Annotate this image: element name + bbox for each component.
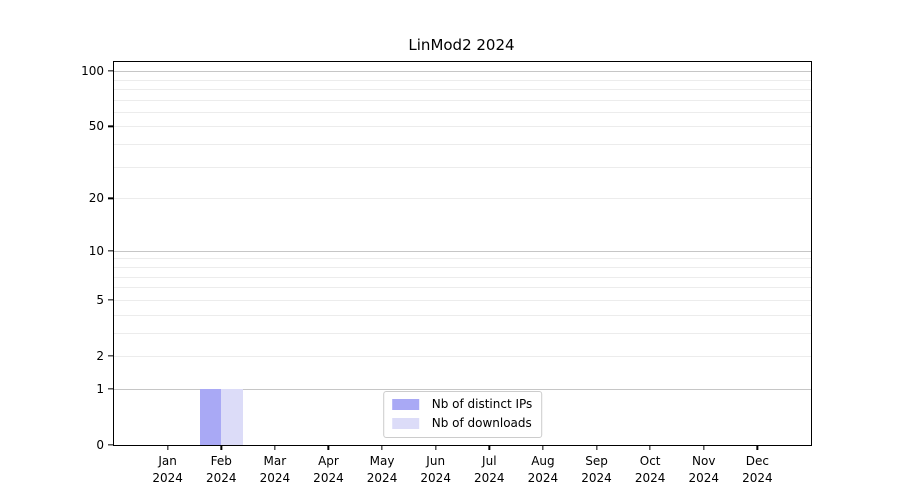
y-axis-tick — [108, 197, 113, 199]
y-gridline — [114, 126, 811, 128]
y-gridline — [114, 299, 811, 301]
x-axis-tick — [649, 445, 651, 450]
y-gridline-minor — [114, 144, 811, 146]
y-gridline-minor — [114, 166, 811, 168]
legend-label-distinct-ips: Nb of distinct IPs — [431, 397, 533, 411]
y-gridline-minor — [114, 276, 811, 278]
legend-label-downloads: Nb of downloads — [431, 416, 532, 430]
x-tick-label: May 2024 — [366, 454, 398, 485]
y-tick-label: 5 — [96, 292, 104, 307]
y-gridline-minor — [114, 287, 811, 289]
y-gridline — [114, 250, 811, 252]
y-tick-label: 50 — [88, 119, 104, 134]
x-tick-label: Nov 2024 — [688, 454, 720, 485]
y-gridline-minor — [114, 314, 811, 316]
x-axis-tick — [220, 445, 222, 450]
x-tick-label: Dec 2024 — [742, 454, 773, 485]
y-tick-label: 20 — [88, 191, 104, 206]
x-axis-tick — [327, 445, 330, 450]
y-gridline — [114, 388, 811, 390]
x-axis-tick — [381, 445, 383, 450]
y-gridline-minor — [114, 88, 811, 90]
x-axis-tick — [166, 445, 169, 450]
legend: Nb of distinct IPs Nb of downloads — [382, 391, 543, 438]
x-tick-label: Feb 2024 — [205, 454, 237, 485]
x-axis-tick — [595, 445, 598, 450]
y-gridline-minor — [114, 99, 811, 101]
x-axis-tick — [703, 445, 705, 450]
x-axis-tick — [274, 445, 276, 450]
y-gridline-minor — [114, 332, 811, 334]
y-axis-tick — [108, 125, 113, 128]
x-tick-label: Jan 2024 — [152, 454, 183, 485]
y-axis-tick — [108, 444, 113, 446]
x-tick-label: Sep 2024 — [581, 454, 612, 485]
bar-distinct-ips — [199, 388, 222, 445]
y-axis-tick — [108, 299, 113, 301]
y-gridline-minor — [114, 79, 811, 81]
y-gridline-minor — [114, 266, 811, 268]
y-tick-label: 100 — [81, 64, 104, 79]
y-gridline — [114, 198, 811, 200]
x-tick-label: Oct 2024 — [634, 454, 666, 485]
legend-swatch-distinct-ips — [391, 399, 419, 410]
x-axis-tick — [756, 445, 759, 450]
y-gridline — [114, 355, 811, 357]
bar-downloads — [221, 388, 243, 445]
chart-title: LinMod2 2024 — [408, 36, 515, 54]
x-axis-tick — [435, 445, 437, 450]
y-tick-label: 1 — [96, 381, 104, 396]
x-tick-label: Jul 2024 — [474, 454, 505, 485]
y-gridline — [114, 71, 811, 73]
y-axis-tick — [108, 355, 113, 357]
x-tick-label: Mar 2024 — [259, 454, 291, 485]
y-gridline-minor — [114, 111, 811, 113]
y-tick-label: 10 — [88, 243, 104, 258]
y-axis-tick — [108, 250, 113, 252]
legend-swatch-downloads — [391, 418, 419, 429]
plot-area: 0 1 2 5 10 20 50 100 Jan 2024 Feb 2024 Mar 2024 Apr 202… — [81, 61, 812, 485]
x-axis-tick — [488, 445, 490, 450]
legend-entry-downloads: Nb of downloads — [391, 416, 533, 431]
y-axis-tick — [108, 70, 113, 72]
x-tick-label: Jun 2024 — [420, 454, 451, 485]
y-tick-label: 0 — [96, 438, 104, 452]
x-tick-label: Apr 2024 — [313, 454, 344, 485]
x-tick-label: Aug 2024 — [527, 454, 559, 485]
y-gridline-minor — [114, 258, 811, 260]
x-axis-tick — [542, 445, 544, 450]
legend-entry-distinct-ips: Nb of distinct IPs — [391, 397, 533, 412]
y-axis-tick — [108, 388, 113, 390]
y-tick-label: 2 — [96, 348, 104, 363]
